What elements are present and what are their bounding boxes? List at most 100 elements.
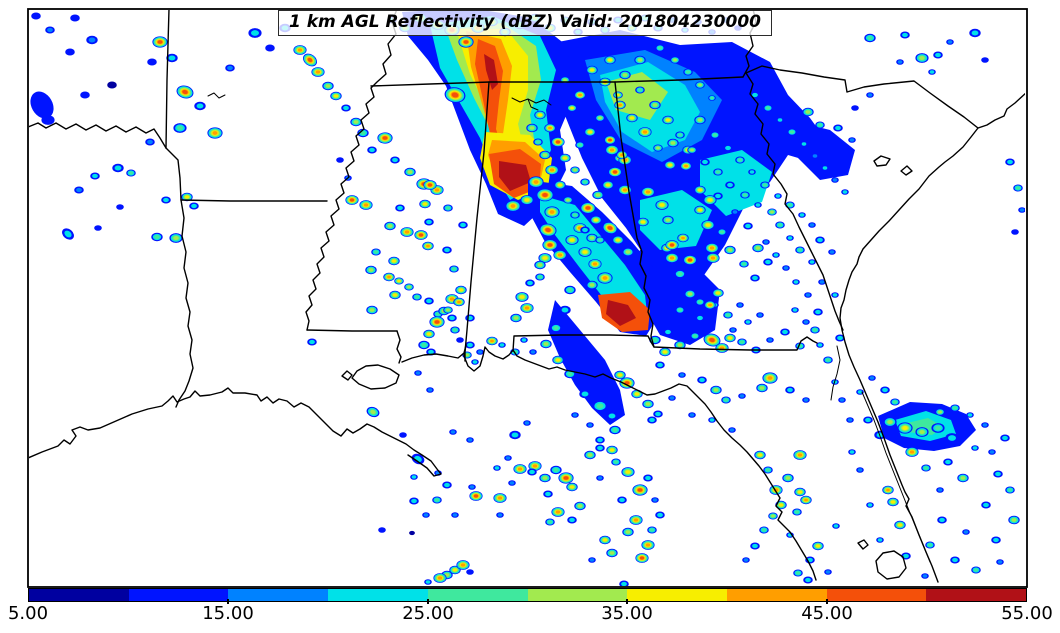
radar-cell [265,44,275,52]
radar-cell [588,259,602,269]
radar-cell [724,333,736,343]
radar-cell [659,347,671,357]
radar-cell [705,243,719,253]
radar-cell [599,535,611,545]
radar-cell [915,53,929,63]
radar-cell [504,455,512,461]
state-border-fl-north [512,334,818,352]
radar-cell [772,252,780,258]
radar-cell [513,464,527,474]
radar-cell [580,202,596,214]
radar-cell [161,196,171,204]
map-title: 1 km AGL Reflectivity (dBZ) Valid: 20180… [289,12,761,32]
state-border-savannah-river [745,72,844,331]
radar-cell [935,408,945,416]
radar-cell [151,232,163,242]
radar-cell [981,57,989,63]
colorbar-segment [826,589,927,601]
radar-cell [567,516,577,524]
radar-cell [739,260,749,268]
radar-cell [293,45,307,55]
radar-cell [542,239,558,251]
radar-cell [866,92,874,98]
radar-cell [763,104,773,112]
coastline-gulf-west [29,387,442,477]
radar-cell [544,123,556,133]
radar-cell [928,69,936,75]
radar-cell [447,314,457,322]
radar-cell [750,542,760,550]
radar-cell [769,485,783,495]
radar-cell [444,87,466,103]
colorbar-segment [527,589,628,601]
radar-cell [566,482,578,492]
radar-cell [45,26,55,34]
radar-cell [740,191,750,199]
radar-cell [725,181,735,189]
radar-cell [887,497,899,507]
radar-cell [641,187,655,197]
radar-cell [419,199,431,209]
radar-cell [695,314,705,322]
radar-cell [194,101,206,111]
radar-cell [567,104,577,112]
radar-cell [642,399,654,409]
radar-cell [655,511,665,519]
radar-cell [409,530,415,536]
radar-cell [498,342,506,348]
radar-cell [564,369,576,379]
radar-cell [451,512,459,518]
radar-cell [759,526,769,534]
radar-cell [864,33,876,43]
radar-cell [395,204,405,212]
radar-cell [588,557,596,563]
radar-cell [493,493,507,503]
radar-cell [933,51,943,59]
radar-cell [683,255,697,265]
radar-cell [466,569,474,575]
radar-cell [804,292,812,298]
radar-cell [112,163,124,173]
radar-cell [551,507,565,517]
radar-cell [616,150,628,160]
radar-cell [821,165,829,171]
radar-cell [330,91,342,101]
radar-cell [540,339,552,349]
radar-cell [468,484,476,490]
radar-patch [548,300,625,425]
radar-cell [637,217,649,227]
radar-cell [458,221,468,229]
radar-cell [550,465,562,475]
radar-cell [579,389,591,399]
colorbar-label: 25.00 [402,603,454,624]
radar-cell [456,337,464,343]
radar-cell [688,412,696,418]
radar-cell [737,338,747,346]
radar-cell [389,290,401,300]
radar-cell [664,160,676,170]
radar-cell [539,150,551,160]
radar-cell [795,246,805,254]
radar-cell [754,450,766,460]
state-border-nc-sc [745,65,979,129]
radar-cell [993,470,1003,478]
radar-cell [629,515,643,525]
colorbar-segment [128,589,229,601]
radar-cell [423,329,435,339]
radar-cell [876,537,884,543]
state-border-la-ms [306,329,398,332]
radar-cell [868,375,876,381]
radar-cell [723,144,733,152]
lake-marion [873,155,891,167]
radar-cell [815,121,825,129]
radar-cell [80,91,90,99]
state-border-al-ga [614,81,655,348]
map-title-box: 1 km AGL Reflectivity (dBZ) Valid: 20180… [278,10,772,36]
state-border-sabine-river [175,199,194,408]
radar-cell [538,253,552,263]
radar-cell [841,189,849,195]
radar-cell [1000,434,1010,442]
radar-cell [453,297,465,307]
radar-cell [617,496,627,504]
colorbar [28,588,1027,602]
